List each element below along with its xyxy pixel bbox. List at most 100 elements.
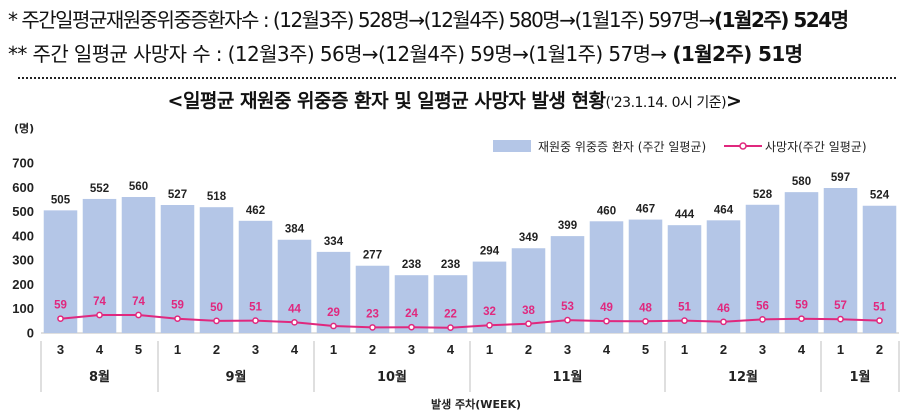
critical-patients-latest: (1월2주) 524명 — [714, 8, 849, 32]
x-tick-label: 1 — [330, 342, 337, 357]
deaths-latest: (1월2주) 51명 — [672, 42, 803, 66]
bar-value-label: 552 — [90, 183, 109, 195]
deaths-value-label: 51 — [678, 302, 691, 314]
bar-value-label: 462 — [246, 205, 265, 217]
x-tick-label: 3 — [252, 342, 259, 357]
deaths-point — [525, 320, 532, 328]
bar-value-label: 580 — [792, 176, 811, 188]
deaths-value-label: 38 — [522, 305, 535, 317]
deaths-value-label: 32 — [483, 306, 496, 318]
critical-patients-summary-text: * 주간일평균재원중위중증환자수 : (12월3주) 528명→(12월4주) … — [8, 8, 716, 32]
deaths-value-label: 51 — [873, 302, 886, 314]
bar-value-label: 384 — [285, 224, 305, 236]
bar-value-label: 399 — [558, 220, 577, 232]
x-tick-label: 4 — [798, 342, 806, 357]
bar — [277, 239, 312, 333]
y-tick-label: 500 — [12, 204, 34, 219]
bar-value-label: 238 — [402, 259, 422, 271]
deaths-line — [60, 314, 880, 329]
deaths-value-label: 59 — [54, 300, 67, 312]
deaths-point — [837, 315, 844, 323]
bar — [823, 188, 858, 333]
bar — [706, 220, 741, 333]
y-tick-label: 600 — [12, 180, 34, 195]
y-tick-label: 200 — [12, 277, 34, 292]
x-tick-label: 1 — [681, 342, 688, 357]
y-tick-label: 0 — [27, 326, 34, 341]
x-tick-label: 3 — [408, 342, 415, 357]
y-axis-unit: (명) — [14, 121, 34, 135]
bar-value-label: 518 — [207, 191, 227, 203]
x-axis-title: 발생 주차(WEEK) — [431, 397, 521, 411]
x-tick-label: 2 — [369, 342, 376, 357]
deaths-value-label: 59 — [795, 300, 808, 312]
y-tick-label: 300 — [12, 253, 34, 268]
x-tick-label: 5 — [642, 342, 649, 357]
bar-value-label: 460 — [597, 205, 616, 217]
bar — [82, 198, 117, 333]
deaths-point — [174, 315, 181, 323]
bar-value-label: 528 — [753, 189, 773, 201]
y-tick-label: 700 — [12, 156, 34, 171]
deaths-value-label: 59 — [171, 300, 184, 312]
chart-title-main: <일평균 재원중 위중증 환자 및 일평균 사망자 발생 현황 — [167, 90, 606, 112]
bar-layer — [43, 188, 897, 333]
x-tick-label: 5 — [135, 342, 142, 357]
bar-value-label: 524 — [870, 190, 890, 202]
deaths-point — [135, 311, 142, 319]
bar-value-label: 560 — [129, 181, 148, 193]
deaths-point — [291, 318, 298, 326]
bar-value-label: 349 — [519, 232, 538, 244]
deaths-value-label: 24 — [405, 308, 418, 320]
month-label: 9월 — [225, 369, 246, 385]
bar-value-label: 277 — [363, 250, 382, 262]
deaths-summary-text: ** 주간 일평균 사망자 수 : (12월3주) 56명→(12월4주) 59… — [8, 42, 673, 66]
x-tick-label: 3 — [564, 342, 571, 357]
month-label: 10월 — [377, 369, 407, 385]
deaths-value-label: 57 — [834, 300, 847, 312]
deaths-point — [798, 315, 805, 323]
legend-label-bar: 재원중 위중증 환자 (주간 일평균) — [538, 140, 706, 154]
deaths-point — [96, 311, 103, 319]
bar-value-label: 334 — [324, 236, 344, 248]
month-label: 12월 — [728, 369, 758, 385]
deaths-point — [330, 322, 337, 330]
bar — [628, 219, 663, 333]
deaths-value-label: 46 — [717, 303, 730, 315]
deaths-value-label: 50 — [210, 302, 223, 314]
bar-value-label: 464 — [714, 204, 734, 216]
x-tick-label: 1 — [174, 342, 181, 357]
deaths-value-label: 49 — [600, 302, 613, 314]
deaths-point — [759, 316, 766, 323]
legend-swatch-marker — [739, 142, 747, 150]
bar — [511, 248, 546, 333]
bar — [784, 192, 819, 333]
bar — [667, 225, 702, 333]
bar — [43, 210, 78, 333]
critical-patients-summary: * 주간일평균재원중위중증환자수 : (12월3주) 528명→(12월4주) … — [8, 4, 903, 34]
deaths-point — [57, 315, 64, 323]
chart-title-date: ('23.1.14. 0시 기준) — [605, 95, 727, 111]
month-label: 8월 — [89, 369, 110, 385]
month-label: 11월 — [552, 369, 582, 385]
deaths-value-label: 74 — [93, 296, 106, 308]
month-label: 1월 — [849, 369, 870, 385]
deaths-value-label: 48 — [639, 302, 652, 314]
line-layer — [57, 311, 883, 332]
x-tick-label: 4 — [96, 342, 104, 357]
deaths-value-label: 53 — [561, 301, 574, 313]
y-tick-label: 400 — [12, 228, 34, 243]
deaths-point — [252, 317, 259, 324]
deaths-value-label: 51 — [249, 302, 262, 314]
bar-value-label: 444 — [675, 209, 695, 221]
deaths-point — [486, 321, 493, 329]
deaths-point — [564, 316, 571, 324]
bar — [589, 221, 624, 333]
bar-value-label: 294 — [480, 246, 500, 258]
bar — [355, 265, 390, 333]
deaths-value-label: 44 — [288, 303, 301, 315]
bar — [121, 197, 156, 333]
deaths-point — [603, 317, 610, 325]
x-tick-label: 3 — [57, 342, 64, 357]
deaths-value-label: 29 — [327, 307, 340, 319]
